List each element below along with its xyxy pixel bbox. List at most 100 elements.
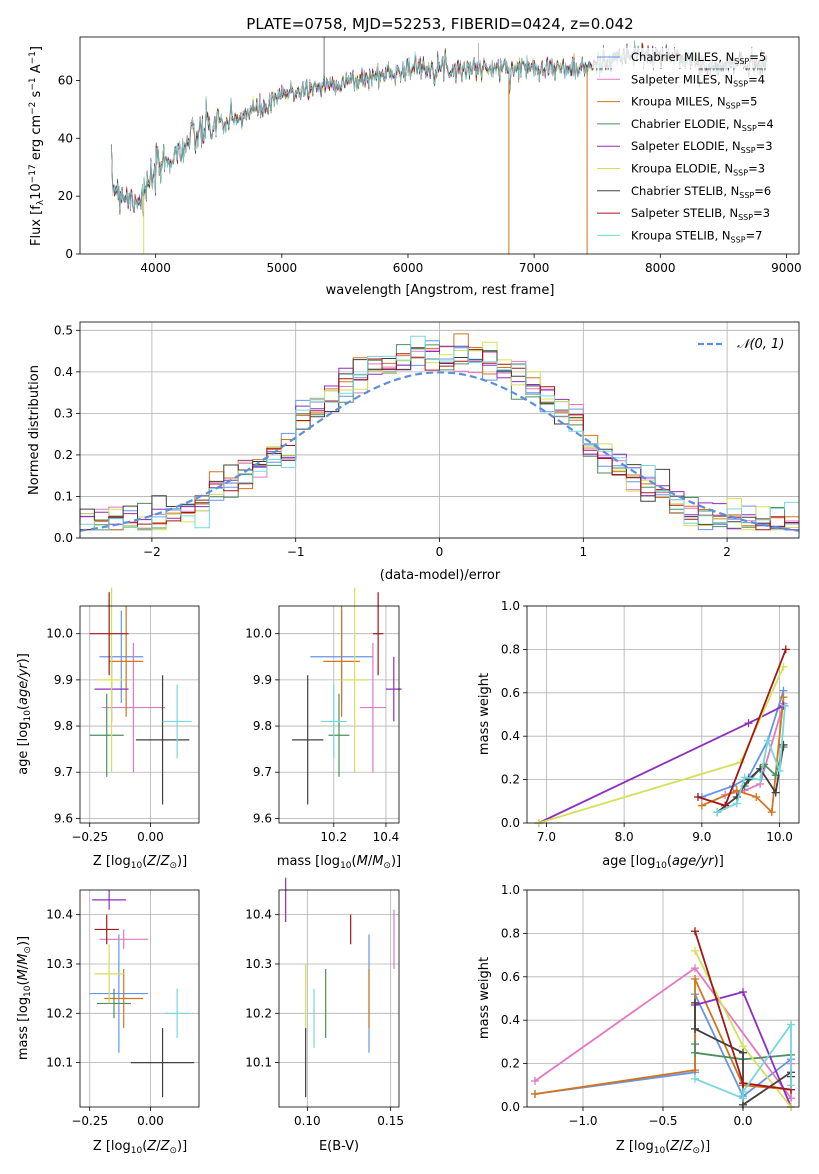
legend-label: Kroupa STELIB, NSSP=7 (631, 228, 762, 244)
legend-label: Salpeter STELIB, NSSP=3 (631, 206, 770, 222)
y-tick-label: 20 (58, 189, 73, 203)
y-tick-label: 10.0 (46, 627, 73, 641)
x-tick-label: 7000 (519, 261, 550, 275)
age-vs-z-panel: −0.25 0.00 9.6 9.7 9.8 9.9 10.0 Z [log10(Z/Z⊙)… (16, 587, 200, 871)
y-tick-label: 0.8 (501, 642, 520, 656)
histogram-legend: 𝒩(0, 1) (698, 337, 784, 352)
x-tick-label: 0.00 (137, 1114, 164, 1128)
x-tick-label: 0.0 (733, 1114, 752, 1128)
legend-bg (592, 48, 797, 68)
y-tick-label: 9.9 (253, 673, 272, 687)
x-tick-label: 1 (579, 545, 587, 559)
spectrum-xlabel: wavelength [Angstrom, rest frame] (326, 283, 555, 298)
x-tick-label: 2 (723, 545, 731, 559)
weight-line (538, 666, 785, 824)
weight-line (716, 744, 785, 813)
y-tick-label: 0.4 (501, 1013, 520, 1027)
y-tick-label: 10.1 (46, 1056, 73, 1070)
weight-line (701, 697, 785, 815)
y-tick-label: 10.3 (46, 957, 73, 971)
histogram-series (79, 349, 799, 538)
y-tick-label: 1.0 (501, 599, 520, 613)
histogram-series (79, 345, 799, 538)
weight-z-xlabel: Z [log10(Z/Z⊙)] (616, 1139, 710, 1156)
y-tick-label: 0.2 (54, 448, 73, 462)
x-tick-label: 0.00 (137, 830, 164, 844)
weight-age-ylabel: mass weight (477, 673, 492, 755)
histogram-series (79, 335, 799, 538)
y-tick-label: 9.7 (253, 765, 272, 779)
y-tick-label: 0.4 (54, 365, 73, 379)
y-tick-label: 9.6 (253, 811, 272, 825)
spectrum-panel: 4000 5000 6000 7000 8000 9000 0 20 40 60 waveleng… (28, 36, 802, 298)
weight-z-ylabel: mass weight (477, 957, 492, 1039)
weight-age-xlabel: age [log10(age/yr)] (602, 854, 724, 871)
y-tick-label: 9.9 (54, 673, 73, 687)
x-tick-label: 6000 (393, 261, 424, 275)
legend-bg (592, 181, 797, 202)
histogram-xlabel: (data-model)/error (380, 568, 501, 583)
y-tick-label: 40 (58, 131, 73, 145)
x-tick-label: 4000 (140, 261, 171, 275)
weight-vs-z-panel: −1.0 −0.5 0.0 0.0 0.2 0.4 0.6 0.8 1.0 Z [log10(Z… (477, 883, 800, 1156)
mass-z-ylabel: mass [log10(M/M⊙)] (16, 936, 33, 1060)
x-tick-label: −0.5 (648, 1114, 677, 1128)
x-tick-label: 9000 (771, 261, 802, 275)
age-vs-mass-panel: 10.2 10.4 9.6 9.7 9.8 9.9 10.0 mass [log10(M/M… (245, 587, 402, 871)
age-mass-xlabel: mass [log10(M/M⊙)] (277, 854, 401, 871)
x-tick-label: −0.25 (71, 830, 108, 844)
histogram-ylabel: Normed distribution (27, 365, 42, 495)
x-tick-label: 10.4 (373, 830, 400, 844)
y-tick-label: 0.3 (54, 406, 73, 420)
normal-curve (79, 371, 800, 532)
mass-vs-z-panel: −0.25 0.00 10.1 10.2 10.3 10.4 Z [log10(Z/Z⊙)… (16, 889, 200, 1156)
age-z-xlabel: Z [log10(Z/Z⊙)] (93, 854, 187, 871)
spectrum-ylabel: Flux [fλ10−17 erg cm−2 s−1 A−1] (28, 46, 46, 246)
weight-line (725, 703, 785, 796)
y-tick-label: 9.8 (54, 719, 73, 733)
weight-vs-age-panel: 7.0 8.0 9.0 10.0 0.0 0.2 0.4 0.6 0.8 1.0 age [log… (477, 599, 800, 871)
y-tick-label: 0.8 (501, 926, 520, 940)
legend-normal-label: 𝒩(0, 1) (737, 337, 784, 352)
x-tick-label: 9.0 (692, 830, 711, 844)
legend-bg (592, 159, 797, 180)
legend-label: Chabrier ELODIE, NSSP=4 (631, 117, 774, 133)
histogram-series (79, 344, 799, 538)
x-tick-label: 7.0 (537, 830, 556, 844)
x-tick-label: −2 (143, 545, 161, 559)
y-tick-label: 0.4 (501, 729, 520, 743)
mass-vs-ebv-panel: 0.10 0.15 10.1 10.2 10.3 10.4 E(B-V) (245, 877, 404, 1154)
y-tick-label: 0.0 (501, 1100, 520, 1114)
y-tick-label: 10.4 (245, 908, 272, 922)
y-tick-label: 9.6 (54, 811, 73, 825)
legend-label: Kroupa MILES, NSSP=5 (631, 95, 757, 111)
y-tick-label: 0.5 (54, 323, 73, 337)
legend-bg (592, 204, 797, 225)
legend-label: Kroupa ELODIE, NSSP=3 (631, 162, 765, 178)
legend-label: Salpeter ELODIE, NSSP=3 (631, 139, 773, 155)
y-tick-label: 10.1 (245, 1056, 272, 1070)
y-tick-label: 10.0 (245, 627, 272, 641)
y-tick-label: 0.2 (501, 1057, 520, 1071)
y-tick-label: 0 (65, 247, 73, 261)
mass-ebv-xlabel: E(B-V) (319, 1139, 359, 1154)
y-tick-label: 10.3 (245, 957, 272, 971)
figure-title: PLATE=0758, MJD=52253, FIBERID=0424, z=0… (246, 15, 633, 33)
x-tick-label: 10.0 (766, 830, 793, 844)
x-tick-label: 8000 (645, 261, 676, 275)
age-z-ylabel: age [log10(age/yr)] (16, 653, 33, 775)
residual-histogram-panel: −2 −1 0 1 2 0.0 0.1 0.2 0.3 0.4 0.5 (data-model)/e… (27, 321, 800, 583)
y-tick-label: 0.0 (54, 531, 73, 545)
y-tick-label: 10.2 (46, 1006, 73, 1020)
y-tick-label: 0.6 (501, 970, 520, 984)
x-tick-label: 8.0 (615, 830, 634, 844)
legend-bg (592, 92, 797, 113)
y-tick-label: 0.2 (501, 773, 520, 787)
y-tick-label: 0.6 (501, 686, 520, 700)
legend-bg (592, 70, 797, 91)
x-tick-label: −0.25 (71, 1114, 108, 1128)
x-tick-label: 0.10 (294, 1114, 321, 1128)
y-tick-label: 0.1 (54, 489, 73, 503)
legend-label: Chabrier MILES, NSSP=5 (631, 50, 766, 66)
